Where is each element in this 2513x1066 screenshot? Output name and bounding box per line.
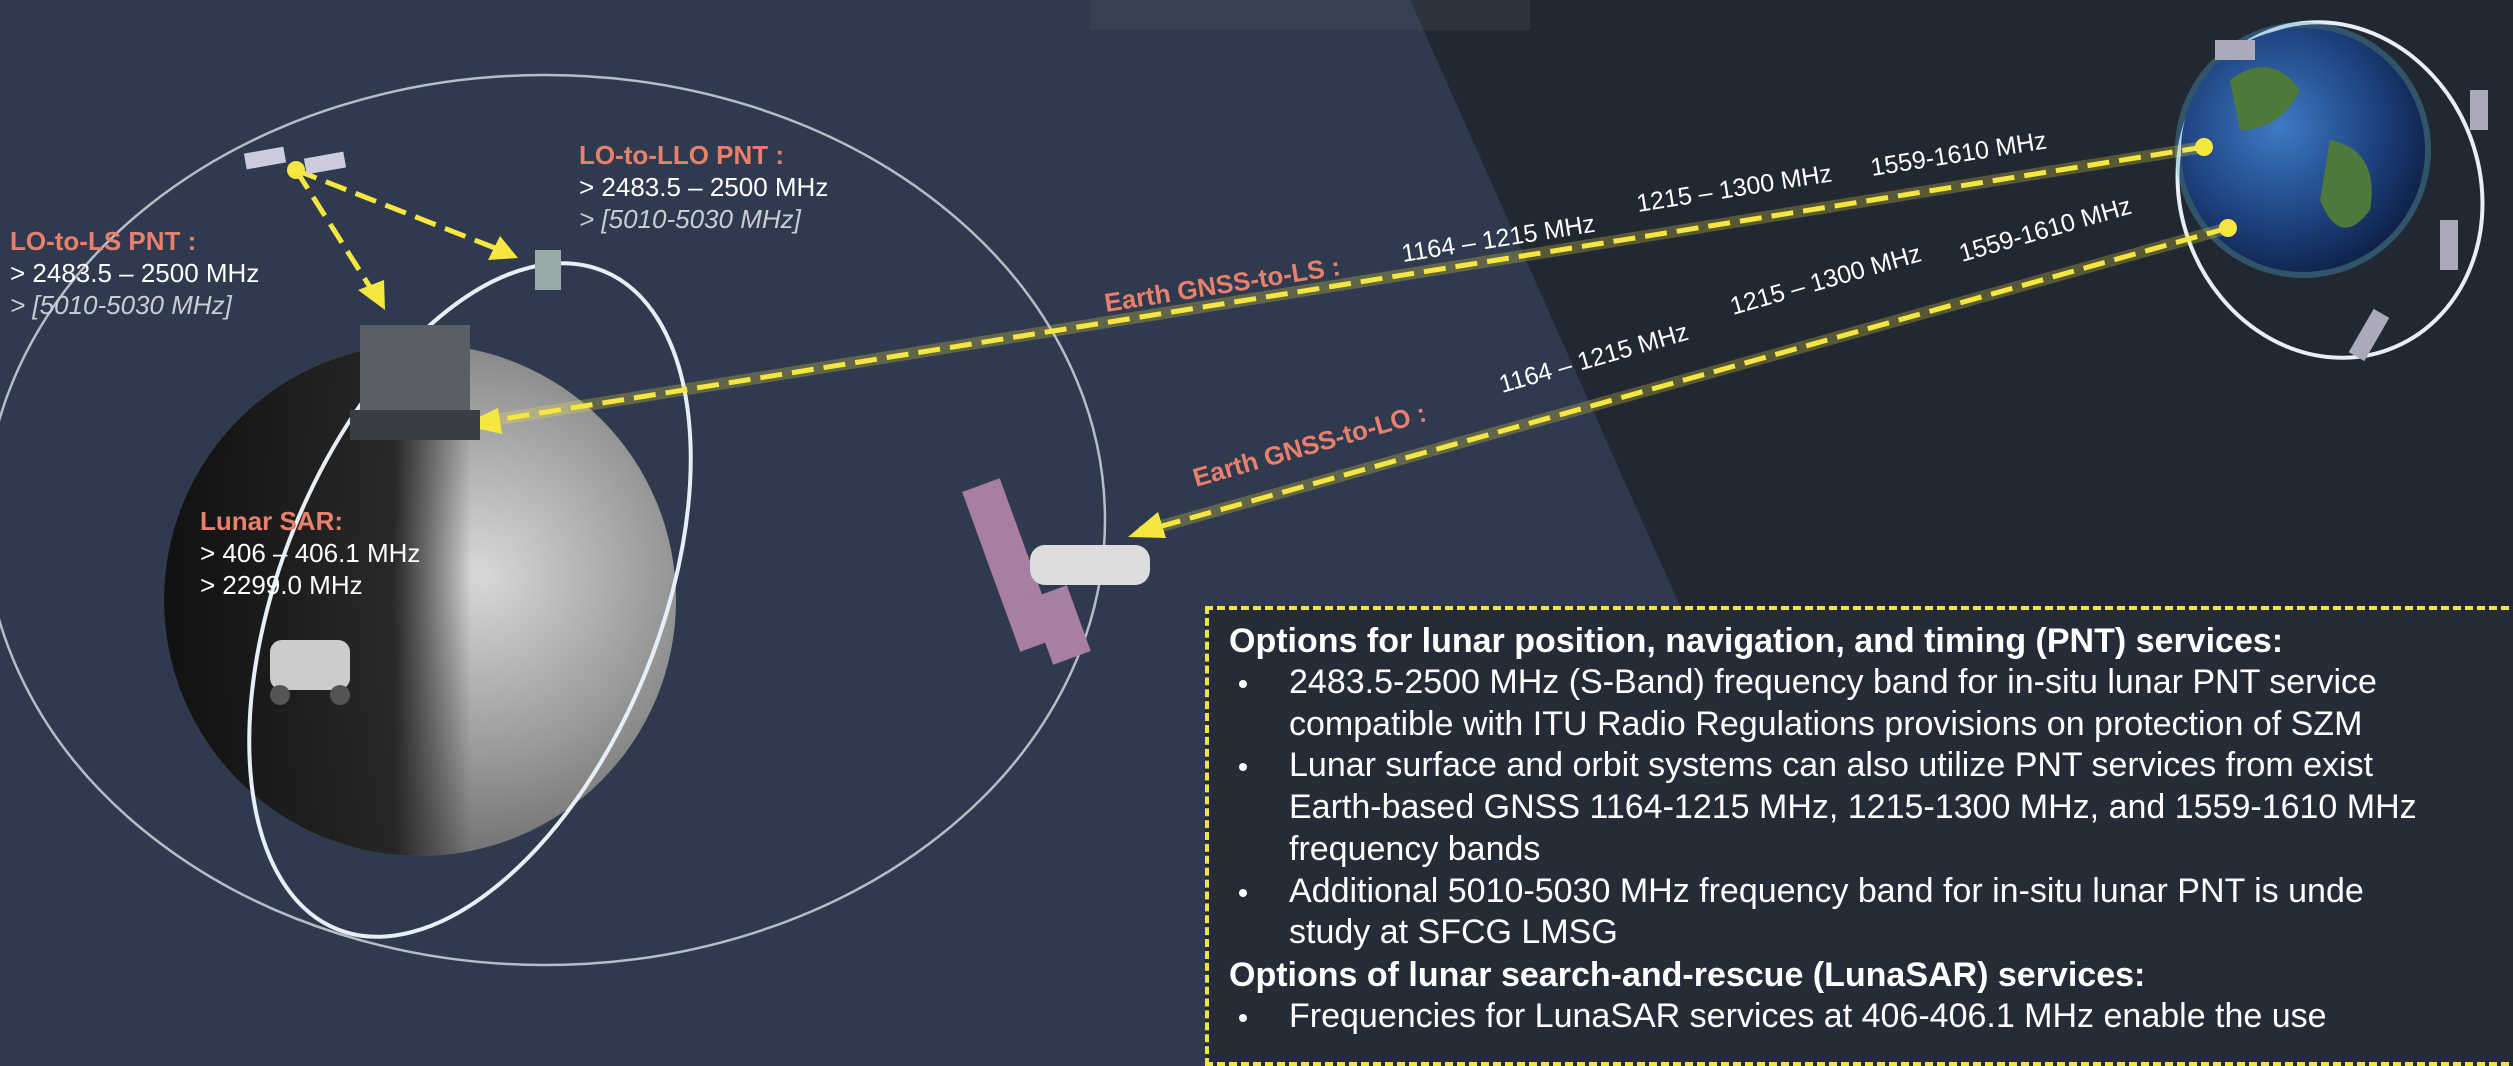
page: LO-to-LS PNT :> 2483.5 – 2500 MHz> [5010… bbox=[0, 0, 2513, 1030]
bullet-dot bbox=[1239, 763, 1247, 771]
label-line: > [5010-5030 MHz] bbox=[579, 204, 802, 234]
bullet: 2483.5-2500 MHz (S-Band) frequency band … bbox=[1229, 662, 2513, 745]
bullet-line: compatible with ITU Radio Regulations pr… bbox=[1289, 704, 2513, 746]
bullet: Additional 5010-5030 MHz frequency band … bbox=[1229, 871, 2513, 954]
bullet-dot bbox=[1239, 889, 1247, 897]
bullet-line: frequency bands bbox=[1289, 829, 2513, 871]
decor bbox=[1090, 0, 1530, 30]
bullet-line: Additional 5010-5030 MHz frequency band … bbox=[1289, 871, 2513, 913]
bullet-line: study at SFCG LMSG bbox=[1289, 912, 2513, 954]
section-heading: Options for lunar position, navigation, … bbox=[1229, 620, 2513, 662]
label-line: > [5010-5030 MHz] bbox=[10, 290, 233, 320]
label-line: > 2483.5 – 2500 MHz bbox=[10, 258, 259, 288]
section-heading: Options of lunar search-and-rescue (Luna… bbox=[1229, 954, 2513, 996]
label-line: > 2483.5 – 2500 MHz bbox=[579, 172, 828, 202]
label-line: > 2299.0 MHz bbox=[200, 570, 363, 600]
bullet: Frequencies for LunaSAR services at 406-… bbox=[1229, 996, 2513, 1038]
bullet-dot bbox=[1239, 1014, 1247, 1022]
bullet-line: 2483.5-2500 MHz (S-Band) frequency band … bbox=[1289, 662, 2513, 704]
bullet-dot bbox=[1239, 680, 1247, 688]
label-line: > 406 – 406.1 MHz bbox=[200, 538, 420, 568]
bullet-line: Frequencies for LunaSAR services at 406-… bbox=[1289, 996, 2513, 1038]
info-box: Options for lunar position, navigation, … bbox=[1205, 606, 2513, 1066]
label-title: LO-to-LS PNT : bbox=[10, 226, 196, 256]
bullet-line: Earth-based GNSS 1164-1215 MHz, 1215-130… bbox=[1289, 787, 2513, 829]
label-title: Lunar SAR: bbox=[200, 506, 343, 536]
bullet: Lunar surface and orbit systems can also… bbox=[1229, 745, 2513, 870]
bullet-line: Lunar surface and orbit systems can also… bbox=[1289, 745, 2513, 787]
label-title: LO-to-LLO PNT : bbox=[579, 140, 784, 170]
